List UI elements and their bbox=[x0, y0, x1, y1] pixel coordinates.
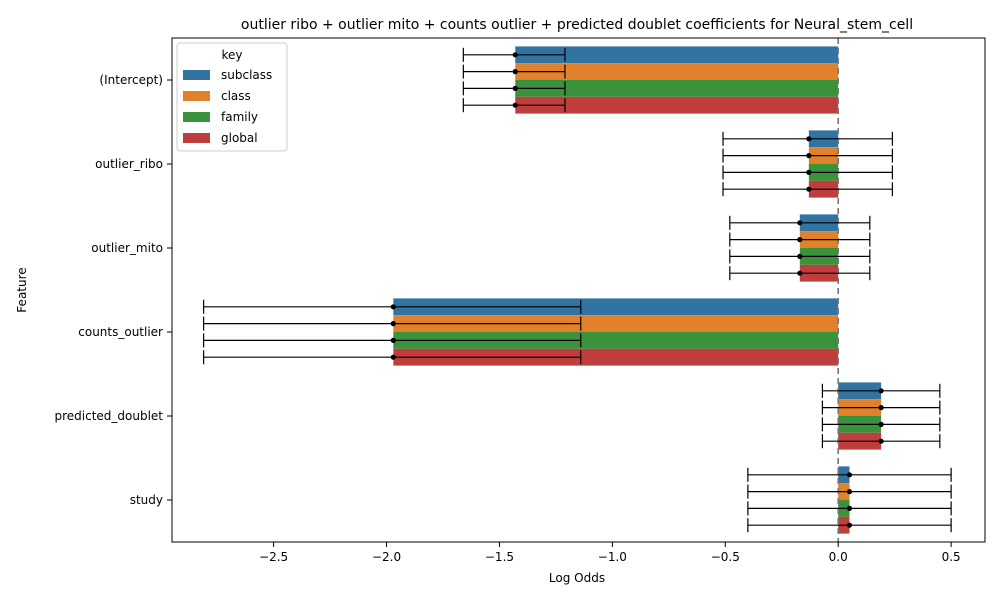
point-global-4 bbox=[878, 438, 884, 444]
legend-label-family: family bbox=[221, 110, 258, 124]
legend-swatch-class bbox=[183, 91, 210, 101]
y-tick-label-2: outlier_mito bbox=[91, 241, 163, 255]
bar-subclass-0 bbox=[515, 46, 839, 64]
point-global-5 bbox=[846, 522, 853, 528]
point-subclass-0 bbox=[512, 52, 518, 58]
x-axis-label: Log Odds bbox=[549, 571, 605, 585]
point-global-0 bbox=[512, 102, 518, 108]
legend-label-subclass: subclass bbox=[221, 68, 272, 82]
y-tick-label-5: study bbox=[130, 493, 163, 507]
point-subclass-1 bbox=[806, 136, 812, 142]
point-class-5 bbox=[846, 489, 853, 495]
legend-swatch-subclass bbox=[183, 70, 210, 80]
x-tick-label-5: 0.0 bbox=[829, 550, 848, 564]
point-family-3 bbox=[390, 337, 396, 343]
bar-class-0 bbox=[515, 63, 839, 80]
point-class-1 bbox=[806, 153, 812, 159]
plot-area bbox=[203, 38, 952, 542]
y-axis-label: Feature bbox=[15, 267, 29, 312]
bar-subclass-3 bbox=[393, 298, 839, 316]
point-class-4 bbox=[878, 405, 884, 411]
x-tick-label-1: −2.0 bbox=[372, 550, 401, 564]
bar-global-3 bbox=[393, 348, 839, 366]
point-family-5 bbox=[846, 505, 853, 511]
point-subclass-5 bbox=[846, 472, 853, 478]
point-global-3 bbox=[390, 354, 396, 360]
bar-family-3 bbox=[393, 332, 839, 349]
legend-swatch-family bbox=[183, 112, 210, 122]
point-subclass-3 bbox=[390, 304, 396, 310]
point-subclass-4 bbox=[878, 388, 884, 394]
y-tick-label-0: (Intercept) bbox=[99, 73, 163, 87]
legend-title: key bbox=[221, 48, 242, 62]
point-global-1 bbox=[806, 186, 812, 192]
y-axis: (Intercept) outlier_ribo outlier_mitocount… bbox=[54, 73, 172, 507]
point-class-2 bbox=[797, 237, 803, 243]
point-class-0 bbox=[512, 69, 518, 75]
legend-label-global: global bbox=[221, 131, 258, 145]
bar-class-3 bbox=[393, 315, 839, 332]
bar-family-0 bbox=[515, 80, 839, 97]
x-tick-label-2: −1.5 bbox=[485, 550, 514, 564]
legend: key subclass class family global bbox=[176, 42, 288, 152]
y-tick-label-3: counts_outlier bbox=[78, 325, 163, 339]
plot-frame bbox=[171, 37, 986, 543]
legend-label-class: class bbox=[221, 89, 251, 103]
x-tick-label-4: −0.5 bbox=[711, 550, 740, 564]
point-global-2 bbox=[797, 270, 803, 276]
point-family-0 bbox=[512, 85, 518, 91]
chart-title: outlier ribo + outlier mito + counts out… bbox=[241, 17, 913, 33]
legend-swatch-global bbox=[183, 133, 210, 143]
point-family-1 bbox=[806, 169, 812, 175]
x-axis: −2.5 −2.0 −1.5 −1.0 −0.5 0.0 0.5 bbox=[259, 542, 961, 564]
point-subclass-2 bbox=[797, 220, 803, 226]
x-tick-label-0: −2.5 bbox=[259, 550, 288, 564]
point-family-2 bbox=[797, 253, 803, 259]
point-family-4 bbox=[878, 421, 884, 427]
y-tick-label-4: predicted_doublet bbox=[54, 409, 163, 423]
x-tick-label-3: −1.0 bbox=[598, 550, 627, 564]
bar-global-0 bbox=[515, 96, 839, 114]
point-class-3 bbox=[390, 321, 396, 327]
x-tick-label-6: 0.5 bbox=[942, 550, 961, 564]
y-tick-label-1: outlier_ribo bbox=[95, 157, 163, 171]
